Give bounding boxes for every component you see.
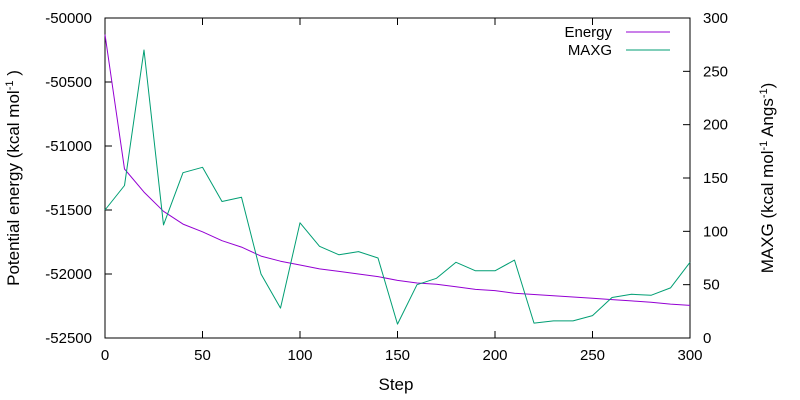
left-tick-label: -51500 <box>45 202 92 219</box>
x-tick-label: 250 <box>580 347 605 364</box>
x-axis: 0 50 100 150 200 250 300 <box>101 18 703 364</box>
left-tick-label: -50000 <box>45 10 92 27</box>
plot-frame <box>104 17 691 339</box>
x-tick-label: 50 <box>194 347 211 364</box>
series-line-maxg <box>104 49 691 325</box>
right-tick-label: 50 <box>703 277 720 294</box>
right-tick-label: 0 <box>703 330 711 347</box>
x-tick-label: 300 <box>677 347 702 364</box>
right-tick-label: 250 <box>703 63 728 80</box>
left-tick-label: -52500 <box>45 330 92 347</box>
x-tick-label: 100 <box>287 347 312 364</box>
legend-label-energy: Energy <box>564 24 612 41</box>
x-axis-title: Step <box>379 375 414 394</box>
series-layer <box>104 34 691 325</box>
x-tick-label: 200 <box>482 347 507 364</box>
right-tick-label: 200 <box>703 117 728 134</box>
right-axis: 0 50 100 150 200 250 300 <box>683 10 728 347</box>
right-axis-title: MAXG (kcal mol-1 Angs-1) <box>758 83 777 274</box>
left-tick-label: -52000 <box>45 266 92 283</box>
right-tick-label: 100 <box>703 223 728 240</box>
left-tick-label: -51000 <box>45 138 92 155</box>
legend: Energy MAXG <box>564 24 670 59</box>
legend-label-maxg: MAXG <box>568 42 612 59</box>
x-tick-label: 0 <box>101 347 109 364</box>
left-tick-label: -50500 <box>45 74 92 91</box>
x-tick-label: 150 <box>385 347 410 364</box>
series-line-energy <box>104 34 691 306</box>
right-tick-label: 150 <box>703 170 728 187</box>
left-axis-title: Potential energy (kcal mol-1 ) <box>4 70 23 286</box>
left-axis: -50000 -50500 -51000 -51500 -52000 -52500 <box>45 10 112 347</box>
right-tick-label: 300 <box>703 10 728 27</box>
